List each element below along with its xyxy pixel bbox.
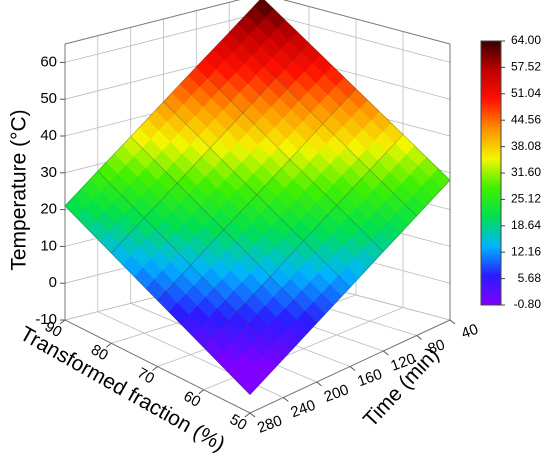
surface-grid xyxy=(64,205,251,395)
colorbar-tick-label: 31.60 xyxy=(511,165,541,179)
y-axis-title: Transformed fraction (%) xyxy=(16,322,229,456)
x-tick-label: 200 xyxy=(322,381,351,406)
x-tick-label: 280 xyxy=(255,412,284,437)
x-tick xyxy=(383,350,389,356)
z-tick-label: 60 xyxy=(40,53,57,70)
z-tick-label: 10 xyxy=(40,237,57,254)
colorbar-tick-label: 57.52 xyxy=(511,60,541,74)
x-tick xyxy=(283,397,289,402)
colorbar-tick-label: 38.08 xyxy=(511,139,541,153)
surface-grid xyxy=(196,66,384,252)
axis-box xyxy=(64,0,451,45)
x-tick-label: 80 xyxy=(426,336,447,358)
z-tick-label: 30 xyxy=(40,164,57,181)
colorbar xyxy=(480,40,502,306)
x-tick xyxy=(249,412,256,418)
z-tick-label: -10 xyxy=(35,311,57,328)
z-tick-label: 20 xyxy=(40,201,57,218)
y-tick-label: 60 xyxy=(181,388,204,411)
colorbar-tick-label: -0.80 xyxy=(514,297,542,311)
surface-grid xyxy=(130,136,317,324)
colorbar-tick-label: 5.68 xyxy=(518,271,542,285)
colorbar-tick-label: 12.16 xyxy=(511,244,541,258)
colorbar-tick-label: 18.64 xyxy=(511,218,541,232)
x-tick xyxy=(449,319,456,325)
surface-grid xyxy=(249,179,451,395)
y-tick-label: 90 xyxy=(42,318,65,341)
colorbar-tick-label: 51.04 xyxy=(511,86,541,100)
surface-grid xyxy=(157,88,357,301)
surface-grid xyxy=(203,134,404,348)
y-tick-label: 80 xyxy=(88,341,111,364)
surface-grid xyxy=(64,0,261,207)
y-tick xyxy=(105,342,112,348)
colorbar-tick-label: 25.12 xyxy=(511,192,541,206)
x-tick-label: 40 xyxy=(459,321,480,343)
y-tick xyxy=(59,319,66,325)
x-tick xyxy=(416,335,422,340)
colorbar-tick-label: 44.56 xyxy=(511,112,541,126)
x-tick-label: 240 xyxy=(288,397,317,422)
z-tick-label: 50 xyxy=(40,90,57,107)
surface-grid xyxy=(111,43,310,254)
z-axis-title: Temperature (°C) xyxy=(8,109,31,270)
x-tick xyxy=(349,366,356,371)
colorbar-tick-label: 64.00 xyxy=(511,33,541,47)
x-tick-label: 160 xyxy=(355,366,384,391)
surface-grid xyxy=(263,0,451,181)
y-tick-label: 50 xyxy=(227,411,250,434)
surface-grid xyxy=(163,101,351,288)
y-tick xyxy=(244,412,251,418)
y-tick xyxy=(198,389,205,395)
y-tick xyxy=(152,366,158,371)
y-tick-label: 70 xyxy=(134,365,157,388)
surface-grid xyxy=(228,32,417,217)
surface-grid xyxy=(97,170,284,360)
z-tick-label: 40 xyxy=(40,127,57,144)
z-tick-label: 0 xyxy=(49,274,57,291)
surface-patch xyxy=(237,373,259,396)
x-tick xyxy=(316,381,322,387)
